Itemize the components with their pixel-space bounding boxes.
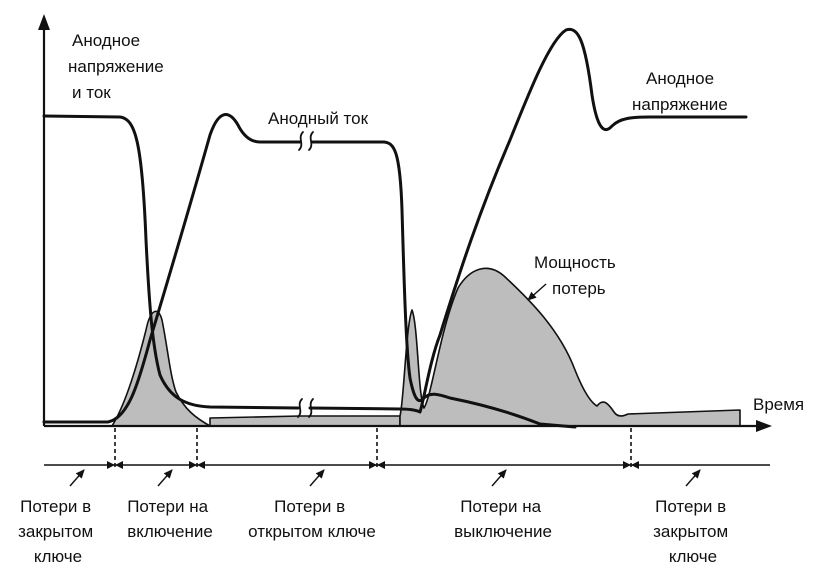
phase-label-line: выключение (454, 522, 552, 541)
phase-label-turn-on: Потери на включение (127, 497, 213, 541)
on-state-loss-area (209, 415, 401, 427)
time-axis-label: Время (753, 395, 804, 414)
arrowhead-icon (623, 461, 631, 469)
arrowhead-icon (197, 461, 205, 469)
time-axis-arrow-icon (756, 420, 772, 432)
y-axis-label-line1: Анодное (72, 31, 140, 50)
phase-label-line: ключе (34, 547, 82, 566)
phase-label-line: Потери в (20, 497, 91, 516)
turn-on-loss-area (111, 310, 211, 427)
phase-label-line: Потери в (655, 497, 726, 516)
voltage-break-mark-right (308, 398, 314, 418)
phase-pointer-arrow-icon (309, 469, 325, 487)
phase-label-line: закрытом (653, 522, 728, 541)
current-break-mark-left (298, 131, 304, 151)
phase-label-line: открытом ключе (248, 522, 376, 541)
y-axis-label-line2: напряжение (68, 57, 164, 76)
anode-current-curve (42, 113, 577, 429)
power-loss-label-line1: Мощность (534, 253, 616, 272)
phase-label-turn-off: Потери на выключение (454, 497, 552, 541)
voltage-break-mark-left (297, 398, 303, 418)
arrowhead-icon (377, 461, 385, 469)
phase-label-off-state-2: Потери в закрытом ключе (653, 497, 733, 566)
anode-voltage-label-line2: напряжение (632, 95, 728, 114)
phase-labels: Потери в закрытом ключе Потери на включе… (18, 497, 733, 566)
phase-label-line: закрытом (18, 522, 93, 541)
power-loss-pointer-arrow-icon (527, 283, 547, 301)
y-axis-label-line3: и ток (72, 83, 111, 102)
phase-pointer-arrow-icon (69, 469, 85, 487)
phase-label-line: Потери на (460, 497, 541, 516)
phase-pointer-arrow-icon (685, 469, 701, 487)
arrowhead-icon (107, 461, 115, 469)
phase-label-on-state: Потери в открытом ключе (248, 497, 376, 541)
phase-label-line: Потери на (127, 497, 208, 516)
turn-off-loss-area (399, 267, 741, 427)
phase-label-off-state-1: Потери в закрытом ключе (18, 497, 98, 566)
y-axis-arrow-icon (38, 14, 50, 30)
phase-pointer-arrow-icon (157, 469, 173, 487)
phase-label-line: включение (127, 522, 213, 541)
phase-timeline-arrows (107, 461, 639, 469)
phase-pointer-arrow-icon (491, 469, 507, 487)
arrowhead-icon (369, 461, 377, 469)
power-loss-label-line2: потерь (552, 279, 606, 298)
power-loss-area (111, 267, 741, 427)
break-marks (297, 131, 314, 418)
phase-label-line: Потери в (274, 497, 345, 516)
phase-pointer-arrows (69, 469, 701, 487)
arrowhead-icon (189, 461, 197, 469)
current-break-mark-right (308, 131, 314, 151)
arrowhead-icon (631, 461, 639, 469)
anode-current-label: Анодный ток (268, 109, 369, 128)
anode-voltage-label-line1: Анодное (646, 69, 714, 88)
arrowhead-icon (115, 461, 123, 469)
phase-dividers (114, 428, 632, 470)
phase-label-line: ключе (669, 547, 717, 566)
